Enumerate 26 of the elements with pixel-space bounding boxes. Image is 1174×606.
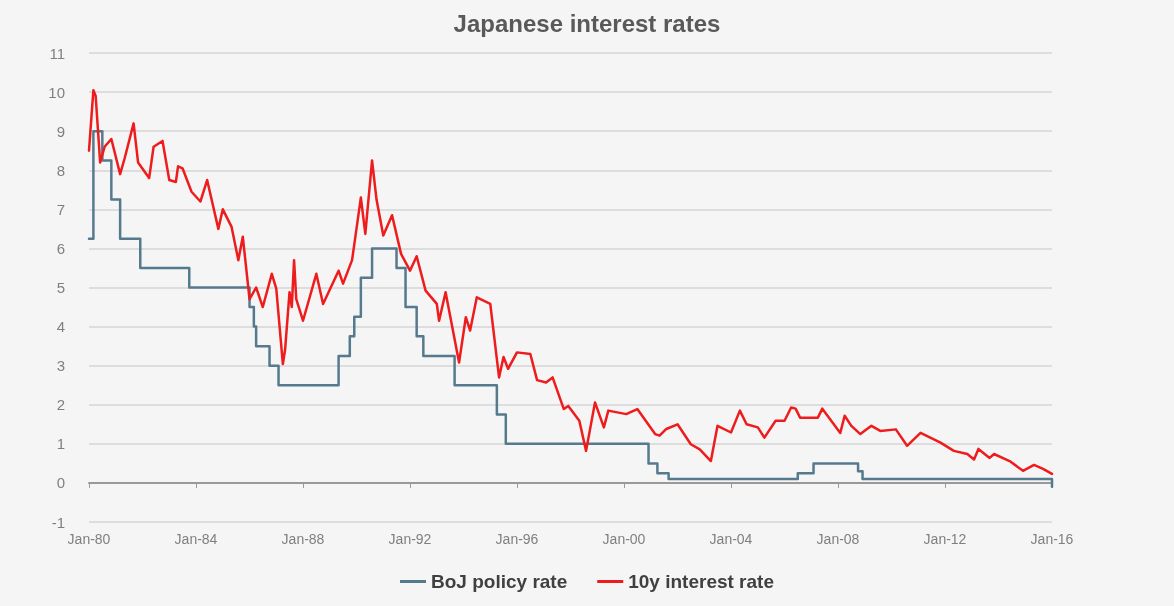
x-tick-label: Jan-08 xyxy=(816,531,860,547)
y-tick-label: -1 xyxy=(51,513,65,531)
y-tick-label: 11 xyxy=(49,44,65,62)
y-tick-label: 6 xyxy=(56,239,65,257)
x-tick-label: Jan-12 xyxy=(923,531,967,547)
chart-title: Japanese interest rates xyxy=(453,9,721,37)
x-tick-label: Jan-00 xyxy=(602,531,646,547)
legend-label: 10y interest rate xyxy=(628,571,774,592)
x-tick-label: Jan-84 xyxy=(174,531,218,547)
legend-label: BoJ policy rate xyxy=(431,571,568,592)
y-tick-label: 2 xyxy=(56,396,65,414)
y-tick-label: 7 xyxy=(56,200,65,218)
x-tick-label: Jan-16 xyxy=(1030,531,1074,547)
y-tick-label: 3 xyxy=(56,357,65,375)
x-tick-label: Jan-88 xyxy=(281,531,325,547)
y-tick-label: 5 xyxy=(56,279,65,296)
x-tick-label: Jan-80 xyxy=(67,531,111,547)
y-tick-label: 8 xyxy=(56,161,65,179)
y-tick-label: 10 xyxy=(48,83,65,101)
y-tick-label: 1 xyxy=(56,435,65,453)
x-tick-label: Jan-92 xyxy=(388,531,432,547)
y-tick-label: 0 xyxy=(56,474,65,492)
y-tick-label: 9 xyxy=(56,122,65,140)
x-tick-label: Jan-96 xyxy=(495,531,539,547)
y-tick-label: 4 xyxy=(56,318,65,336)
x-tick-label: Jan-04 xyxy=(709,531,753,547)
